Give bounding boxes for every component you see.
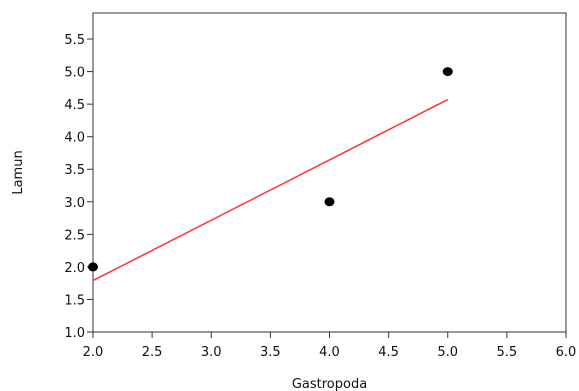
x-tick-label: 5.0: [437, 345, 458, 360]
y-tick-label: 5.0: [64, 66, 85, 81]
y-tick-label: 4.5: [64, 98, 85, 113]
y-tick-label: 3.0: [64, 196, 85, 211]
x-tick-label: 3.0: [201, 345, 222, 360]
x-tick-label: 2.0: [83, 345, 104, 360]
y-tick-label: 1.0: [64, 326, 85, 341]
y-axis-title: Lamun: [11, 150, 26, 194]
x-tick-label: 6.0: [556, 345, 577, 360]
x-axis: 2.0 2.5 3.0 3.5 4.0 4.5 5.0 5.5 6.0: [83, 332, 577, 360]
x-tick-label: 2.5: [142, 345, 163, 360]
x-tick-label: 5.5: [497, 345, 518, 360]
x-axis-title: Gastropoda: [292, 377, 367, 391]
regression-line: [92, 98, 449, 282]
y-tick-label: 4.0: [64, 131, 85, 146]
y-tick-label: 1.5: [64, 293, 85, 308]
y-tick-label: 2.5: [64, 228, 85, 243]
data-point: [442, 67, 453, 77]
x-tick-label: 4.5: [378, 345, 399, 360]
plot-frame: [92, 12, 567, 333]
x-tick-label: 3.5: [260, 345, 281, 360]
data-point: [88, 262, 98, 272]
data-points: [88, 67, 453, 272]
y-tick-label: 2.0: [64, 261, 85, 276]
y-axis: 1.0 1.5 2.0 2.5 3.0 3.5 4.0 4.5 5.0 5.5: [64, 33, 93, 341]
y-tick-label: 5.5: [64, 33, 85, 48]
data-point: [324, 197, 335, 207]
x-tick-label: 4.0: [319, 345, 340, 360]
y-tick-label: 3.5: [64, 163, 85, 178]
